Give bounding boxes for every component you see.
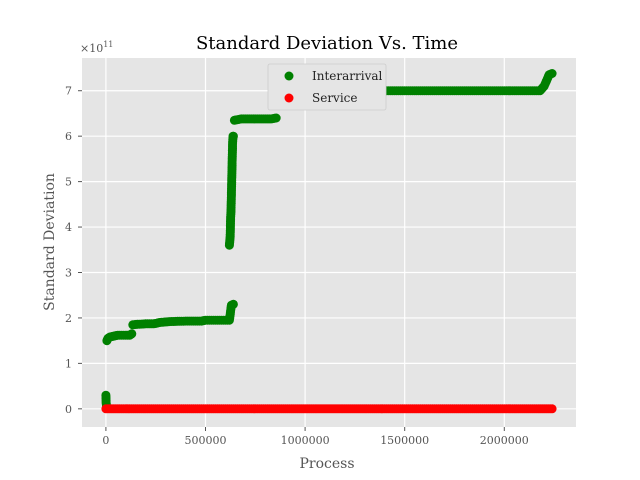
y-tick-label: 1: [65, 357, 72, 370]
series-service: [101, 404, 557, 414]
x-axis-ticks: 0 500000 1000000 1500000 2000000: [102, 427, 529, 447]
y-tick-label: 6: [65, 130, 72, 143]
legend-label-interarrival: Interarrival: [312, 69, 383, 83]
y-tick-label: 5: [65, 176, 72, 189]
legend: Interarrival Service: [267, 63, 387, 111]
y-tick-label: 3: [65, 266, 72, 279]
y-tick-label: 0: [65, 403, 72, 416]
data-point: [547, 69, 557, 78]
data-point: [228, 299, 238, 309]
x-tick-label: 2000000: [480, 434, 529, 447]
x-tick-label: 500000: [185, 434, 227, 447]
legend-label-service: Service: [312, 91, 358, 105]
data-point: [547, 404, 557, 414]
x-tick-label: 1000000: [281, 434, 330, 447]
x-tick-label: 1500000: [380, 434, 429, 447]
data-points: [101, 69, 557, 414]
legend-marker-interarrival: [284, 71, 294, 81]
y-axis-multiplier: ×1011: [80, 40, 113, 55]
y-multiplier-base: ×10: [80, 42, 103, 55]
x-tick-label: 0: [102, 434, 109, 447]
y-multiplier-exponent: 11: [103, 40, 113, 49]
data-point: [127, 329, 137, 339]
y-tick-label: 2: [65, 312, 72, 325]
y-tick-label: 7: [65, 85, 72, 98]
chart-title: Standard Deviation Vs. Time: [196, 33, 458, 54]
legend-box: [267, 63, 387, 111]
plot-area: [82, 58, 576, 427]
x-axis-label: Process: [299, 456, 354, 472]
legend-marker-service: [284, 93, 294, 103]
data-point: [228, 131, 238, 141]
y-axis-label: Standard Deviation: [42, 173, 58, 311]
data-point: [271, 113, 281, 123]
y-axis-ticks: 0 1 2 3 4 5 6 7: [65, 85, 82, 416]
y-tick-label: 4: [65, 221, 72, 234]
